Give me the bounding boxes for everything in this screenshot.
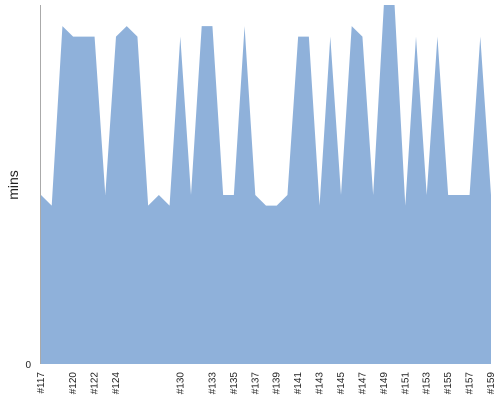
x-tick-label: #120 [68,372,79,395]
area-series [41,5,491,364]
x-tick-label: #137 [250,372,261,395]
x-tick-label: #122 [90,372,101,395]
area-series-layer [41,5,491,364]
x-tick-label: #130 [175,372,186,395]
x-tick-label: #145 [336,372,347,395]
x-tick-label: #151 [400,372,411,395]
x-tick-label: #133 [207,372,218,395]
y-tick-label: 0 [25,360,31,371]
x-tick-label: #117 [36,372,47,394]
x-tick-label: #155 [443,372,454,395]
x-tick-label: #141 [293,372,304,395]
x-tick-label: #149 [379,372,390,395]
x-tick-labels: #117 #120 #122 #124 #130 #133 #135 #137 #139 #141… [36,372,497,395]
x-tick-label: #153 [422,372,433,395]
y-axis-title: mins [5,170,21,200]
x-tick-label: #124 [111,372,122,395]
x-tick-label: #159 [486,372,497,395]
x-tick-label: #157 [465,372,476,395]
x-tick-label: #139 [272,372,283,395]
x-tick-label: #147 [357,372,368,395]
x-tick-label: #143 [315,372,326,395]
x-tick-label: #135 [229,372,240,395]
